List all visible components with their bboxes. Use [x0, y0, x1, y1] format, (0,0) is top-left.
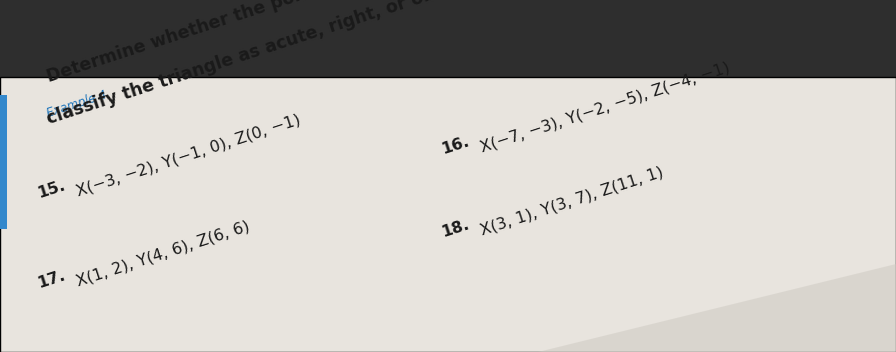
Polygon shape — [538, 264, 896, 352]
Text: 18.: 18. — [439, 216, 470, 239]
Text: Determine whether the points X, Y, and Z can be the vertices of a triangle. If s: Determine whether the points X, Y, and Z… — [45, 0, 799, 86]
FancyBboxPatch shape — [0, 77, 896, 352]
Text: 16.: 16. — [439, 134, 470, 157]
Text: 15.: 15. — [36, 178, 67, 201]
Text: classify the triangle as acute, right, or obtuse. Justify your answer.: classify the triangle as acute, right, o… — [45, 0, 675, 128]
Text: 17.: 17. — [36, 268, 67, 290]
Text: Example 4: Example 4 — [45, 88, 108, 120]
Text: X(−7, −3), Y(−2, −5), Z(−4, −1): X(−7, −3), Y(−2, −5), Z(−4, −1) — [473, 60, 731, 157]
Text: X(3, 1), Y(3, 7), Z(11, 1): X(3, 1), Y(3, 7), Z(11, 1) — [473, 164, 665, 239]
Text: X(1, 2), Y(4, 6), Z(6, 6): X(1, 2), Y(4, 6), Z(6, 6) — [70, 219, 252, 290]
Polygon shape — [0, 0, 896, 158]
Bar — [0, 95, 7, 229]
Text: X(−3, −2), Y(−1, 0), Z(0, −1): X(−3, −2), Y(−1, 0), Z(0, −1) — [70, 112, 303, 201]
